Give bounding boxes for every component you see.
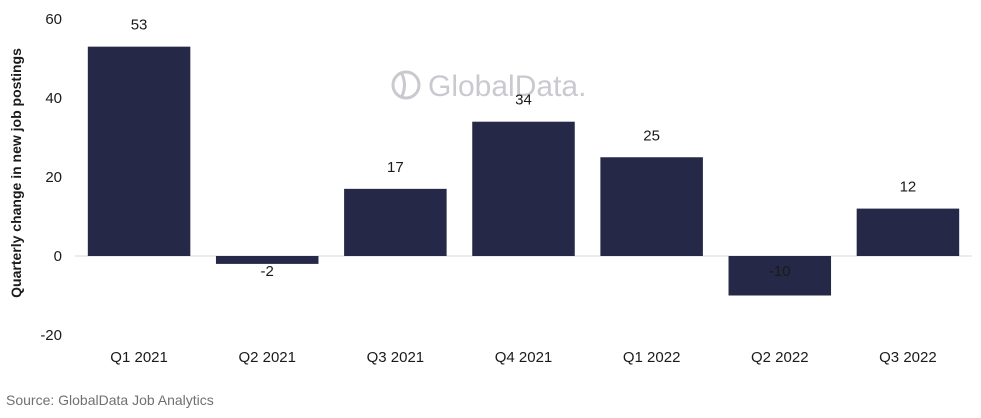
y-axis-title: Quarterly change in new job postings: [8, 48, 24, 298]
bar: [87, 46, 191, 257]
y-tick-label: -20: [40, 327, 62, 344]
y-axis-ticks: -20 0 20 40 60: [40, 11, 62, 344]
data-label: 12: [900, 179, 917, 196]
watermark-text: GlobalData.: [428, 70, 586, 103]
x-tick-label: Q2 2022: [751, 349, 809, 366]
bar: [472, 121, 575, 256]
bar: [728, 256, 832, 296]
data-label: 17: [387, 159, 404, 176]
y-tick-label: 20: [45, 169, 62, 186]
x-tick-label: Q1 2022: [623, 349, 681, 366]
data-labels-group: 53 -2 17 34 25 -10 12: [131, 17, 917, 280]
data-label: -10: [769, 263, 791, 280]
x-tick-label: Q3 2022: [879, 349, 937, 366]
globaldata-logo-icon: [391, 70, 421, 100]
source-note: Source: GlobalData Job Analytics: [6, 392, 214, 408]
data-label: -2: [261, 263, 274, 280]
bar: [600, 157, 703, 256]
data-label: 25: [643, 127, 660, 144]
x-tick-label: Q3 2021: [367, 349, 425, 366]
data-label: 53: [131, 17, 148, 34]
x-tick-label: Q2 2021: [238, 349, 296, 366]
bar: [344, 188, 447, 256]
data-label: 34: [515, 92, 532, 109]
bar: [856, 208, 960, 256]
bars-group: [87, 46, 960, 296]
x-tick-label: Q1 2021: [110, 349, 168, 366]
globaldata-watermark: GlobalData.: [391, 70, 586, 103]
x-axis-ticks: Q1 2021 Q2 2021 Q3 2021 Q4 2021 Q1 2022 Q2 20…: [110, 349, 936, 366]
y-tick-label: 0: [54, 248, 62, 265]
x-tick-label: Q4 2021: [495, 349, 553, 366]
y-tick-label: 60: [45, 11, 62, 28]
y-tick-label: 40: [45, 90, 62, 107]
bar: [215, 256, 319, 264]
